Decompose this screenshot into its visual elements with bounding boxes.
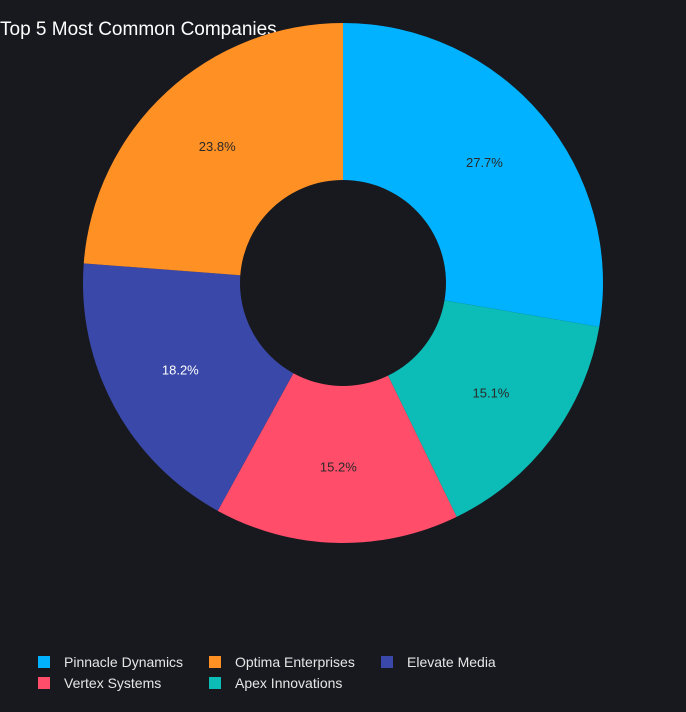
legend-item-apex-innovations[interactable]: Apex Innovations (209, 674, 381, 691)
slice-label-pinnacle-dynamics: 27.7% (466, 155, 503, 170)
chart-title: Top 5 Most Common Companies (0, 19, 277, 40)
slice-apex-innovations[interactable] (388, 300, 600, 517)
slice-label-vertex-systems: 15.2% (320, 459, 357, 474)
legend-label: Elevate Media (407, 653, 496, 670)
slice-pinnacle-dynamics[interactable] (343, 23, 603, 327)
legend-item-vertex-systems[interactable]: Vertex Systems (38, 674, 209, 691)
legend-swatch-icon (381, 655, 393, 668)
slice-elevate-media[interactable] (82, 263, 294, 511)
legend-swatch-icon (209, 676, 221, 689)
legend-item-optima-enterprises[interactable]: Optima Enterprises (209, 653, 381, 670)
slice-label-optima-enterprises: 23.8% (199, 139, 236, 154)
legend-item-pinnacle-dynamics[interactable]: Pinnacle Dynamics (38, 653, 209, 670)
slice-label-elevate-media: 18.2% (162, 363, 199, 378)
legend-label: Pinnacle Dynamics (64, 653, 184, 670)
legend-swatch-icon (209, 655, 221, 668)
legend-label: Apex Innovations (235, 674, 343, 691)
slice-vertex-systems[interactable] (217, 373, 457, 543)
legend-item-elevate-media[interactable]: Elevate Media (381, 653, 541, 670)
chart-legend: Pinnacle Dynamics Optima Enterprises Eleva… (38, 653, 541, 691)
legend-swatch-icon (38, 655, 50, 668)
legend-label: Optima Enterprises (235, 653, 355, 670)
legend-swatch-icon (38, 676, 50, 689)
slice-optima-enterprises[interactable] (83, 23, 344, 276)
legend-label: Vertex Systems (64, 674, 162, 691)
slice-label-apex-innovations: 15.1% (473, 386, 510, 401)
